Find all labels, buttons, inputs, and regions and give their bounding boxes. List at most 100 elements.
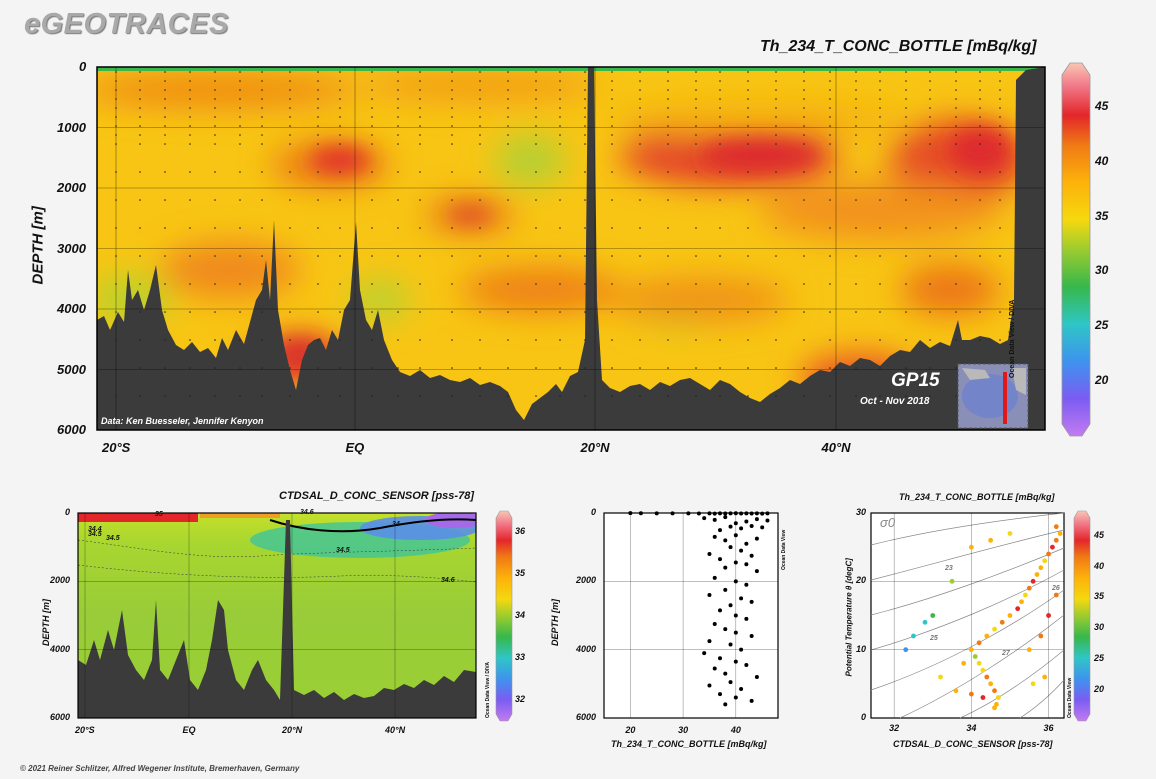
ts-point — [1046, 613, 1051, 618]
sample-dot — [261, 80, 263, 82]
sample-dot — [639, 199, 641, 201]
profile-point — [723, 627, 728, 632]
ts-x-label: CTDSAL_D_CONC_SENSOR [pss-78] — [893, 739, 1053, 749]
sample-dot — [261, 339, 263, 341]
sample-dot — [479, 125, 481, 127]
sample-dot — [479, 171, 481, 173]
sample-dot — [559, 80, 561, 82]
sample-dot — [419, 80, 421, 82]
sample-dot — [507, 98, 509, 100]
sample-dot — [559, 367, 561, 369]
sample-dot — [719, 116, 721, 118]
sample-dot — [979, 227, 981, 229]
sample-dot — [855, 116, 857, 118]
sample-dot — [775, 171, 777, 173]
sample-dot — [979, 255, 981, 257]
salinity-x-tick: EQ — [182, 725, 196, 735]
profile-point — [744, 511, 749, 516]
sample-dot — [999, 255, 1001, 257]
sample-dot — [317, 395, 319, 397]
profile-point — [760, 525, 765, 530]
sample-dot — [339, 255, 341, 257]
sample-dot — [639, 283, 641, 285]
profile-point — [723, 587, 728, 592]
sample-dot — [289, 283, 291, 285]
sample-dot — [584, 80, 586, 82]
sample-dot — [419, 89, 421, 91]
sample-dot — [419, 134, 421, 136]
profile-point — [739, 526, 744, 531]
sample-dot — [164, 71, 166, 73]
sample-dot — [747, 89, 749, 91]
profile-y-tick: 0 — [591, 507, 597, 517]
sample-dot — [979, 116, 981, 118]
sample-dot — [261, 311, 263, 313]
sample-dot — [507, 125, 509, 127]
sample-dot — [214, 171, 216, 173]
sample-dot — [879, 199, 881, 201]
sample-dot — [803, 255, 805, 257]
sample-dot — [695, 134, 697, 136]
sample-dot — [855, 339, 857, 341]
sample-dot — [584, 89, 586, 91]
sample-dot — [535, 171, 537, 173]
sample-dot — [829, 227, 831, 229]
sample-dot — [559, 255, 561, 257]
sample-dot — [339, 134, 341, 136]
sample-dot — [164, 89, 166, 91]
main-y-tick: 5000 — [57, 361, 86, 377]
sample-dot — [397, 80, 399, 82]
sample-dot — [397, 125, 399, 127]
sample-dot — [559, 71, 561, 73]
sample-dot — [639, 80, 641, 82]
sample-dot — [507, 255, 509, 257]
sample-dot — [371, 171, 373, 173]
ts-point — [1042, 674, 1048, 680]
sample-dot — [317, 125, 319, 127]
salinity-contour-label: 34.4 — [88, 526, 102, 533]
sample-dot — [239, 199, 241, 201]
sample-dot — [999, 171, 1001, 173]
sample-dot — [719, 98, 721, 100]
sample-dot — [584, 255, 586, 257]
sample-dot — [239, 367, 241, 369]
sample-dot — [955, 171, 957, 173]
profile-point — [744, 541, 749, 546]
sample-dot — [955, 199, 957, 201]
ts-colorbar-tick: 40 — [1094, 560, 1105, 571]
sample-dot — [639, 134, 641, 136]
sample-dot — [829, 98, 831, 100]
profile-point — [723, 538, 728, 543]
sample-dot — [584, 125, 586, 127]
profile-point — [744, 519, 749, 524]
sample-dot — [667, 395, 669, 397]
sample-dot — [451, 311, 453, 313]
sample-dot — [999, 134, 1001, 136]
sample-dot — [479, 311, 481, 313]
sample-dot — [905, 98, 907, 100]
sample-dot — [479, 339, 481, 341]
sample-dot — [397, 71, 399, 73]
sample-dot — [747, 125, 749, 127]
sample-dot — [829, 339, 831, 341]
sample-dot — [419, 107, 421, 109]
ts-colorbar-tick: 35 — [1094, 591, 1105, 602]
sample-dot — [451, 89, 453, 91]
sample-dot — [239, 98, 241, 100]
sample-dot — [929, 98, 931, 100]
sample-dot — [611, 134, 613, 136]
ts-colorbar-tick: 25 — [1094, 653, 1105, 664]
profile-point — [707, 593, 712, 597]
sample-dot — [371, 134, 373, 136]
sample-dot — [905, 143, 907, 145]
sample-dot — [317, 283, 319, 285]
salinity-y-tick: 0 — [65, 507, 71, 517]
sample-dot — [803, 116, 805, 118]
profile-point — [749, 553, 754, 558]
profile-point — [754, 517, 759, 522]
sample-dot — [239, 107, 241, 109]
profile-point — [728, 642, 733, 647]
sample-dot — [189, 143, 191, 145]
sample-dot — [611, 116, 613, 118]
profile-point — [744, 616, 749, 621]
